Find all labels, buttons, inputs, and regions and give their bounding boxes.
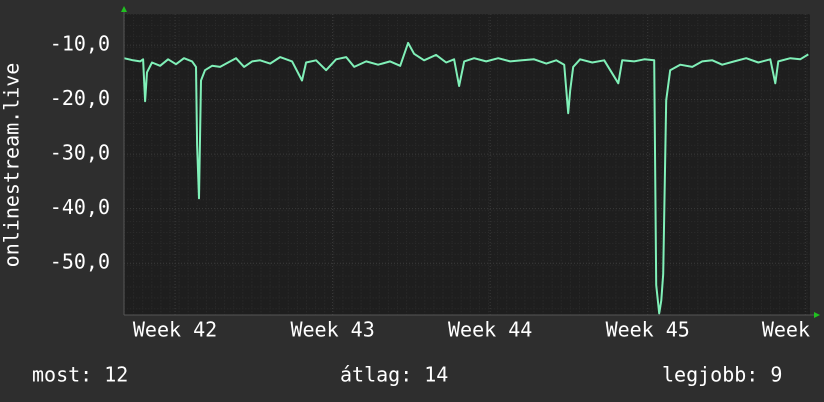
- y-axis-arrow: [121, 6, 127, 12]
- y-tick-label: -20,0: [50, 86, 110, 110]
- x-axis-arrow: [814, 312, 820, 318]
- y-tick-label: -10,0: [50, 32, 110, 56]
- data-line: [123, 41, 809, 315]
- stat-label: legjobb:: [662, 363, 758, 387]
- x-tick-label: Week 42: [133, 318, 217, 342]
- y-tick-label: -50,0: [50, 250, 110, 274]
- minor-grid: [124, 14, 810, 315]
- stat-value: 14: [424, 363, 448, 387]
- x-tick-label: Week 45: [606, 318, 690, 342]
- stat-value: 9: [770, 363, 782, 387]
- y-axis-title: onlinestream.live: [0, 63, 24, 268]
- stat-label: átlag:: [340, 363, 412, 387]
- y-tick-label: -30,0: [50, 141, 110, 165]
- y-tick-label: -40,0: [50, 195, 110, 219]
- x-tick-label: Week 44: [448, 318, 532, 342]
- x-tick-label: Week 43: [290, 318, 374, 342]
- stat-value: 12: [104, 363, 128, 387]
- stat-label: most:: [32, 363, 92, 387]
- x-tick-label: Week: [762, 318, 810, 342]
